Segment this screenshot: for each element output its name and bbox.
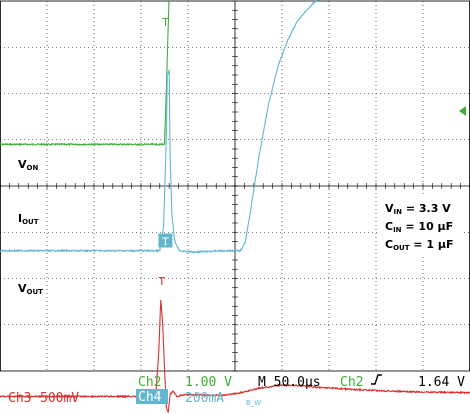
ch2-label: Ch2 bbox=[138, 375, 161, 390]
bandwidth-limit-mark: B_W bbox=[246, 399, 261, 407]
annotation-box-background bbox=[380, 196, 464, 254]
marker-box-ch4 bbox=[158, 233, 173, 248]
marker-ch4: T bbox=[161, 236, 169, 249]
annotation-cout: COUT = 1 µF bbox=[385, 238, 453, 252]
ch4-label-box bbox=[136, 389, 168, 404]
conditions-annotation: VIN = 3.3 V CIN = 10 µF COUT = 1 µF bbox=[380, 196, 464, 254]
ch3-label: Ch3 bbox=[8, 391, 31, 406]
graticule bbox=[0, 0, 470, 372]
trigger-level: 1.64 V bbox=[418, 375, 465, 390]
annotation-cin: CIN = 10 µF bbox=[385, 220, 453, 234]
series-label-iout: IOUT bbox=[18, 212, 39, 226]
series-line-ch3 bbox=[0, 299, 470, 413]
marker-ch2: T bbox=[161, 16, 169, 29]
series-line-ch4 bbox=[0, 0, 320, 255]
series-label-vout: VOUT bbox=[18, 282, 43, 296]
trigger-channel: Ch2 bbox=[340, 375, 363, 390]
timebase: M 50.0µs bbox=[258, 375, 321, 390]
series-label-von: VON bbox=[18, 158, 38, 172]
ch4-scale: 200mA bbox=[185, 391, 224, 406]
rising-edge-icon bbox=[371, 374, 382, 385]
ch2-scale: 1.00 V bbox=[185, 375, 232, 390]
marker-ch3: T bbox=[157, 275, 165, 288]
trigger-level-arrow-icon bbox=[459, 106, 466, 116]
series-line-ch2 bbox=[0, 0, 170, 147]
annotation-vin: VIN = 3.3 V bbox=[385, 202, 451, 216]
ch3-scale: 500mV bbox=[40, 391, 79, 406]
ch4-label: Ch4 bbox=[138, 390, 162, 405]
trace-markers: T T T bbox=[157, 16, 173, 288]
status-bar: Ch3 500mV Ch2 1.00 V Ch4 200mA B_W M 50.… bbox=[8, 374, 465, 407]
